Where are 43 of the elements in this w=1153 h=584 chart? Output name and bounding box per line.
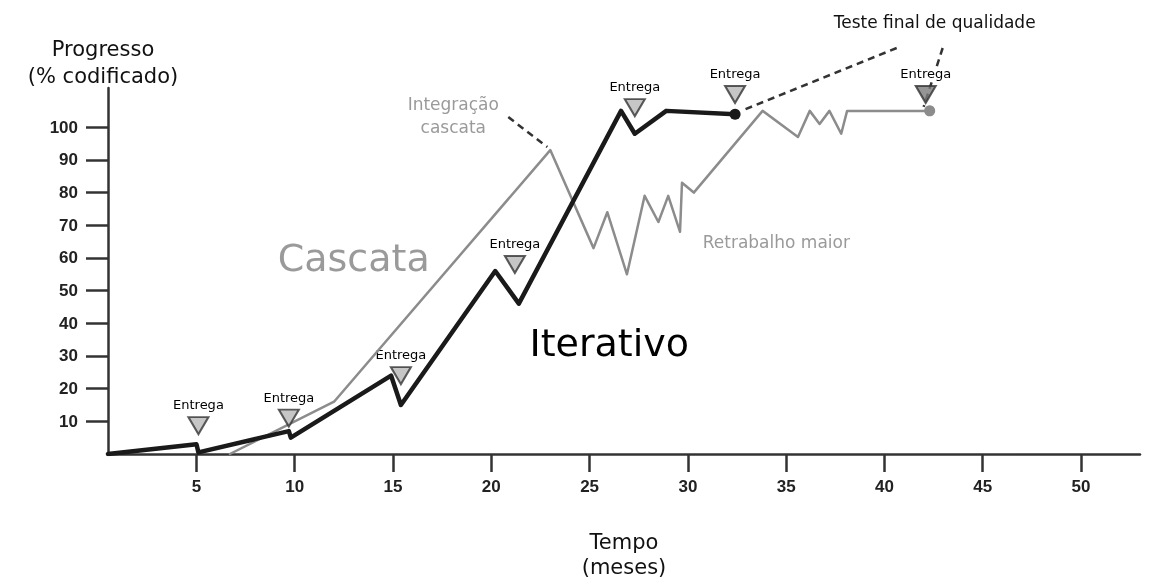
annotation: Entrega <box>609 79 661 95</box>
annotation: Integração cascata <box>407 93 499 137</box>
annotation: Entrega <box>375 347 427 363</box>
y-tick-label: 100 <box>49 117 78 137</box>
x-tick-label: 30 <box>678 477 698 496</box>
x-tick-label: 50 <box>1071 477 1091 496</box>
y-tick-label: 10 <box>59 411 78 431</box>
point <box>187 416 210 436</box>
series-label: Iterativo <box>529 320 690 365</box>
point <box>623 98 646 118</box>
y-tick-label: 70 <box>59 215 78 235</box>
y-tick-label: 60 <box>59 248 78 268</box>
x-tick-label: 10 <box>285 477 305 496</box>
y-tick-label: 40 <box>59 313 78 333</box>
x-tick-label: 15 <box>383 477 403 496</box>
x-axis-title: Tempo (meses) <box>581 529 667 579</box>
y-tick-label: 80 <box>59 183 78 203</box>
x-tick-label: 25 <box>580 477 600 496</box>
x-tick-label: 20 <box>481 477 501 496</box>
x-tick-label: 40 <box>875 477 894 496</box>
y-tick-label: 50 <box>59 281 78 301</box>
x-tick-label: 5 <box>191 477 202 496</box>
annotation: Entrega <box>263 389 315 405</box>
point <box>924 105 936 117</box>
y-tick-label: 20 <box>59 379 78 399</box>
point <box>277 408 300 428</box>
annotation: Entrega <box>489 235 541 251</box>
annotation: Retrabalho maior <box>702 231 850 252</box>
point <box>724 85 747 105</box>
point <box>503 254 526 274</box>
y-tick-label: 30 <box>59 346 78 366</box>
point <box>729 108 741 120</box>
annotation: Entrega <box>709 66 761 82</box>
y-tick-label: 90 <box>59 150 78 170</box>
point <box>914 85 937 105</box>
y-axis-title: Progresso (% codificado) <box>27 36 179 88</box>
annotation: Entrega <box>900 66 952 82</box>
annotation: Teste final de qualidade <box>832 12 1036 32</box>
point <box>389 366 412 386</box>
series-label: Cascata <box>277 235 430 280</box>
x-tick-label: 45 <box>973 477 993 496</box>
annotation: Entrega <box>173 397 224 413</box>
x-tick-label: 35 <box>776 477 796 496</box>
